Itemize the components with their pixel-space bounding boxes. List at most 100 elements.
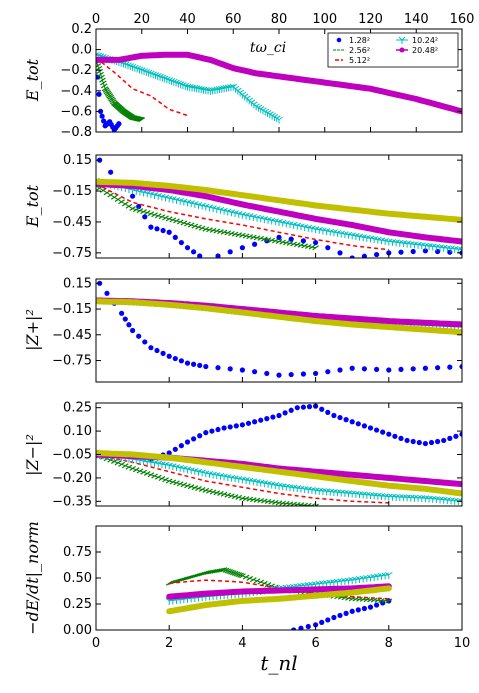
data-point	[169, 196, 177, 204]
series-line	[166, 583, 392, 600]
data-point	[99, 113, 105, 119]
data-point	[301, 243, 308, 249]
data-point	[112, 102, 120, 108]
data-point	[370, 574, 378, 581]
data-point	[300, 238, 306, 244]
data-point	[374, 573, 382, 581]
data-point	[143, 471, 151, 477]
data-point	[198, 225, 206, 231]
data-point	[209, 569, 217, 575]
data-point	[172, 234, 178, 240]
y-tick-label: −0.75	[52, 354, 92, 369]
legend-box	[327, 32, 459, 68]
data-point	[119, 108, 126, 114]
data-point	[129, 206, 136, 212]
data-point	[341, 489, 349, 497]
data-point	[221, 425, 227, 431]
data-point	[306, 502, 312, 506]
y-axis-label: E_tot	[23, 58, 42, 102]
panel-4: 0.25 0.10 −0.05 −0.20 −0.35 |Z−|²	[23, 401, 463, 509]
data-point	[439, 496, 448, 504]
data-point	[366, 492, 375, 500]
data-point	[377, 493, 386, 501]
series-line	[96, 453, 389, 504]
data-point	[191, 467, 199, 475]
x-tick-label: 8	[385, 636, 393, 651]
data-point	[242, 496, 250, 502]
data-point	[191, 436, 197, 442]
data-point	[110, 99, 117, 105]
data-point	[148, 224, 154, 230]
data-point	[435, 248, 441, 255]
panel-3: 0.15 −0.15 −0.45 −0.75 |Z+|²	[23, 276, 463, 383]
series-5	[96, 51, 462, 115]
data-point	[435, 365, 441, 371]
data-point	[154, 226, 160, 232]
x-tick-label: 160	[450, 12, 475, 27]
data-point	[290, 501, 297, 506]
data-point	[337, 250, 343, 256]
data-point	[202, 570, 210, 576]
data-point	[242, 574, 250, 580]
data-point	[147, 472, 155, 478]
data-point	[258, 417, 264, 423]
data-point	[231, 231, 239, 237]
series-line	[96, 178, 462, 223]
data-point	[220, 567, 228, 573]
data-point	[459, 363, 462, 370]
data-point	[275, 116, 283, 124]
data-point	[313, 370, 319, 377]
data-point	[187, 467, 195, 475]
data-point	[180, 465, 188, 473]
data-point	[125, 203, 133, 209]
y-tick-label: 0.15	[63, 276, 92, 291]
data-point	[398, 249, 404, 255]
data-point	[218, 567, 226, 573]
y-tick-label: −0.20	[52, 471, 92, 486]
data-point	[151, 473, 158, 479]
data-point	[207, 569, 215, 575]
data-point	[140, 209, 147, 215]
data-point	[313, 239, 319, 246]
data-point	[272, 238, 279, 244]
data-point	[121, 463, 129, 469]
data-point	[322, 488, 331, 496]
data-point	[314, 503, 319, 506]
legend-entry: 5.12²	[335, 56, 370, 65]
data-point	[217, 491, 224, 497]
data-point	[187, 222, 195, 228]
x-axis-label: t_nl	[260, 651, 297, 675]
y-tick-label: −0.4	[60, 84, 92, 99]
data-point	[306, 404, 313, 410]
data-point	[110, 459, 118, 465]
data-point	[356, 596, 363, 602]
data-point	[99, 80, 107, 86]
series-line	[96, 298, 462, 336]
data-point	[166, 353, 172, 359]
data-point	[202, 487, 210, 493]
data-point	[246, 496, 254, 502]
data-point	[264, 370, 270, 377]
series-line	[96, 183, 389, 251]
data-point	[385, 238, 393, 246]
data-point	[325, 369, 331, 375]
data-point	[165, 216, 173, 222]
data-point	[115, 104, 123, 110]
data-point	[406, 494, 415, 502]
data-point	[215, 426, 221, 433]
data-point	[361, 605, 367, 612]
data-point	[422, 365, 428, 371]
data-point	[410, 248, 416, 255]
series-line	[96, 180, 462, 245]
data-point	[118, 107, 125, 113]
y-tick-label: −0.45	[52, 215, 92, 230]
data-point	[410, 494, 419, 502]
data-point	[253, 578, 261, 584]
data-point	[239, 245, 245, 251]
data-point	[103, 89, 111, 95]
data-point	[388, 239, 397, 246]
data-point	[126, 322, 132, 328]
y-tick-label: −0.35	[52, 494, 92, 509]
data-point	[169, 463, 177, 471]
